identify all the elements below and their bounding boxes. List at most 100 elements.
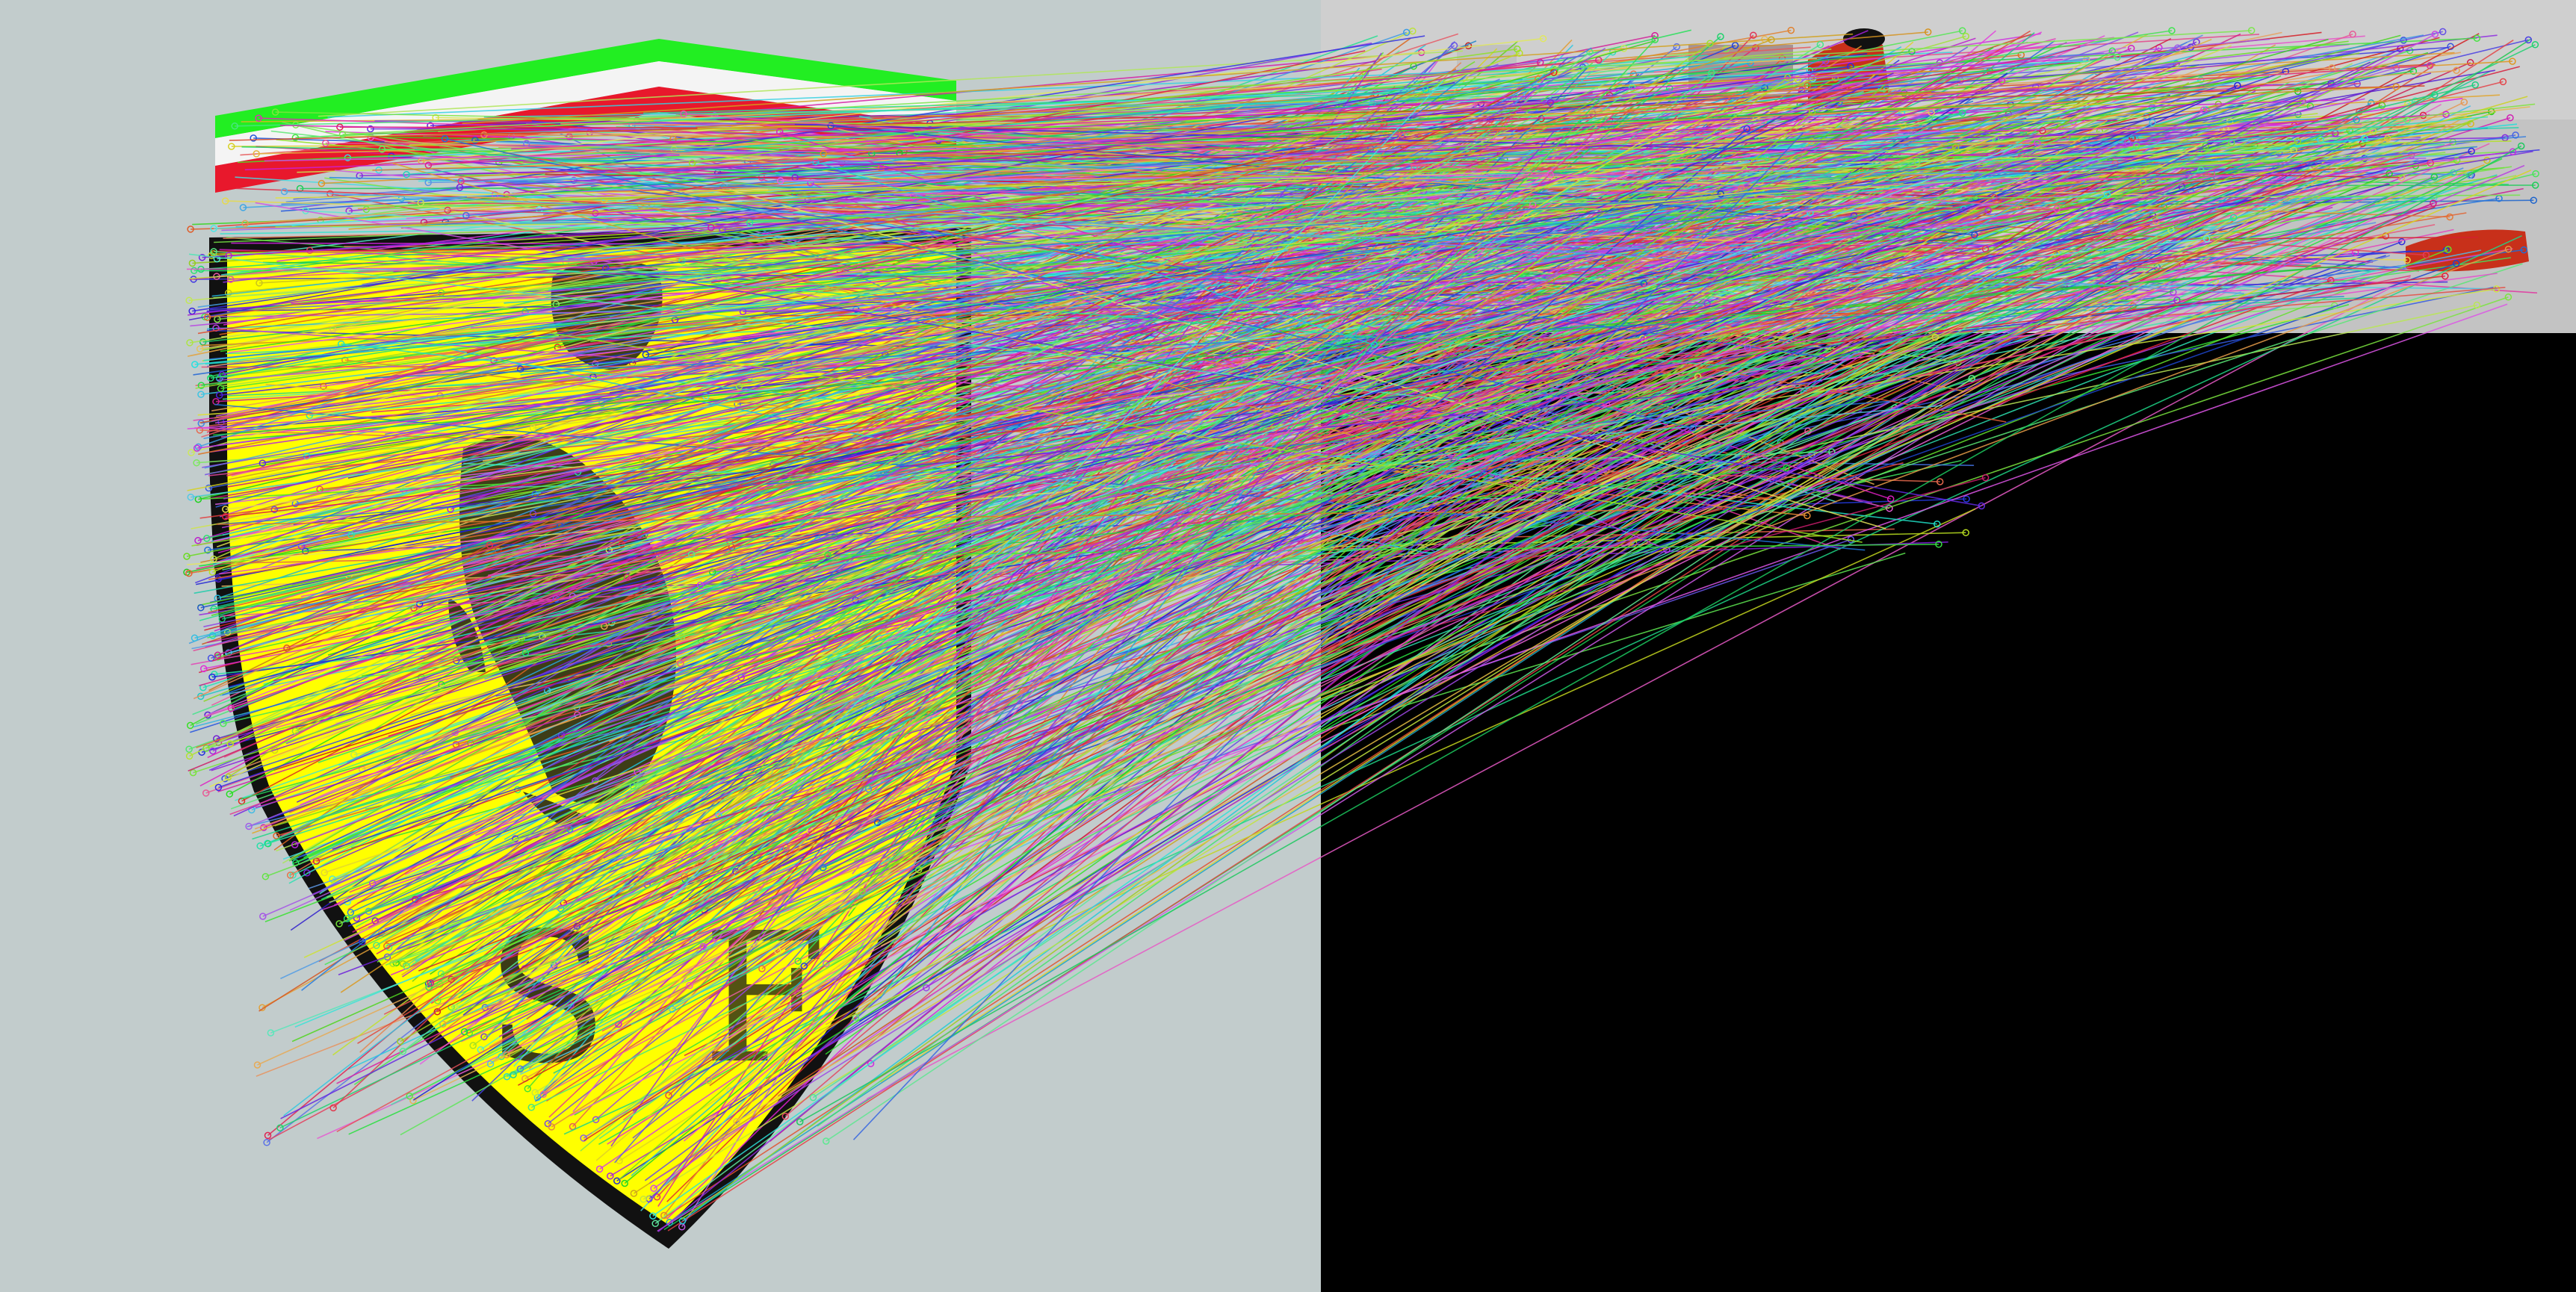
match-line: [757, 68, 1382, 161]
keypoint-marker: [187, 226, 194, 233]
keypoint-marker: [2430, 173, 2439, 181]
match-line: [365, 157, 2243, 926]
keypoint-marker: [1958, 27, 1966, 34]
keypoint-marker: [289, 872, 297, 879]
keypoint-marker: [191, 267, 198, 275]
keypoint-marker: [213, 255, 221, 263]
match-line: [624, 255, 1756, 1184]
match-line: [217, 153, 1501, 656]
keypoint-marker: [776, 177, 784, 184]
match-line: [483, 174, 2190, 1037]
keypoint-marker: [318, 179, 326, 187]
keypoint-marker: [439, 1020, 447, 1028]
match-line: [229, 214, 1889, 816]
match-line: [296, 72, 1894, 803]
keypoint-marker: [2034, 139, 2041, 147]
keypoint-marker: [228, 143, 235, 150]
keypoint-marker: [259, 913, 267, 920]
match-line: [487, 120, 2473, 1055]
keypoint-marker: [2202, 142, 2210, 150]
keypoint-marker: [2422, 251, 2430, 259]
keypoint-marker: [1731, 42, 1739, 49]
keypoint-marker: [1931, 333, 1939, 341]
match-line: [388, 256, 1825, 375]
keypoint-marker: [1422, 86, 1430, 94]
keypoint-marker: [1816, 40, 1824, 49]
match-line: [406, 52, 1591, 967]
keypoint-marker: [1998, 77, 2006, 85]
keypoint-marker: [378, 146, 386, 153]
match-line: [414, 149, 1768, 240]
keypoint-marker: [2453, 156, 2461, 164]
keypoint-marker: [2229, 214, 2238, 222]
keypoint-marker: [800, 962, 808, 970]
keypoint-marker: [2124, 139, 2131, 146]
match-line: [188, 81, 1863, 772]
match-line: [735, 45, 2232, 625]
keypoint-marker: [214, 783, 223, 792]
keypoint-marker: [1971, 231, 1978, 239]
keypoint-marker: [539, 1090, 547, 1099]
keypoint-marker: [1784, 251, 1792, 259]
keypoint-marker: [794, 957, 802, 965]
keypoint-marker: [350, 751, 358, 759]
match-line: [654, 60, 2089, 122]
match-line: [325, 224, 2094, 450]
keypoint-marker: [746, 219, 754, 226]
keypoint-marker: [451, 1004, 459, 1011]
keypoint-marker: [531, 1089, 539, 1096]
match-line: [213, 146, 2475, 299]
keypoint-marker: [2520, 246, 2528, 254]
match-line: [210, 112, 1963, 379]
keypoint-marker: [1958, 109, 1966, 117]
keypoint-marker: [651, 1220, 659, 1228]
keypoint-marker: [341, 356, 349, 364]
keypoint-marker: [193, 459, 200, 467]
keypoint-marker: [2392, 83, 2400, 90]
keypoint-marker: [406, 1092, 413, 1100]
match-line: [365, 296, 2344, 379]
keypoint-marker: [1628, 84, 1636, 91]
match-line: [912, 173, 2390, 799]
match-line: [280, 61, 2371, 1119]
match-line: [660, 102, 2097, 1012]
match-line: [383, 118, 1679, 937]
match-line: [377, 203, 2046, 627]
match-line: [899, 380, 1823, 468]
keypoint-marker: [208, 673, 216, 681]
match-line: [454, 229, 2172, 1008]
keypoint-marker: [2507, 114, 2514, 122]
keypoint-marker: [639, 456, 646, 464]
keypoint-marker: [796, 1118, 804, 1125]
keypoint-marker: [2509, 58, 2516, 65]
keypoint-marker: [2517, 142, 2525, 150]
match-line: [436, 137, 2133, 1013]
keypoint-marker: [1651, 36, 1659, 43]
keypoint-marker: [256, 842, 264, 850]
match-line: [506, 187, 1742, 1056]
keypoint-marker: [1978, 502, 1986, 510]
keypoint-marker: [529, 424, 537, 432]
keypoint-marker: [218, 371, 226, 379]
match-line: [188, 176, 1703, 279]
keypoint-marker: [256, 279, 263, 287]
keypoint-marker: [368, 880, 377, 887]
keypoint-marker: [322, 139, 329, 147]
keypoint-marker: [677, 659, 684, 668]
keypoint-marker: [202, 745, 210, 752]
match-line: [209, 181, 2287, 426]
match-line: [784, 221, 1924, 666]
match-line: [780, 174, 1551, 181]
keypoint-marker: [221, 197, 229, 205]
match-line: [549, 332, 1863, 543]
keypoint-marker: [787, 555, 794, 563]
shield-white-stripe: [215, 61, 956, 166]
keypoint-marker: [1806, 66, 1814, 75]
keypoint-marker: [2504, 245, 2512, 253]
keypoint-marker: [2327, 276, 2335, 285]
match-line: [654, 125, 2256, 235]
match-line: [925, 194, 1953, 208]
keypoint-marker: [812, 158, 820, 166]
match-line: [385, 90, 1649, 553]
